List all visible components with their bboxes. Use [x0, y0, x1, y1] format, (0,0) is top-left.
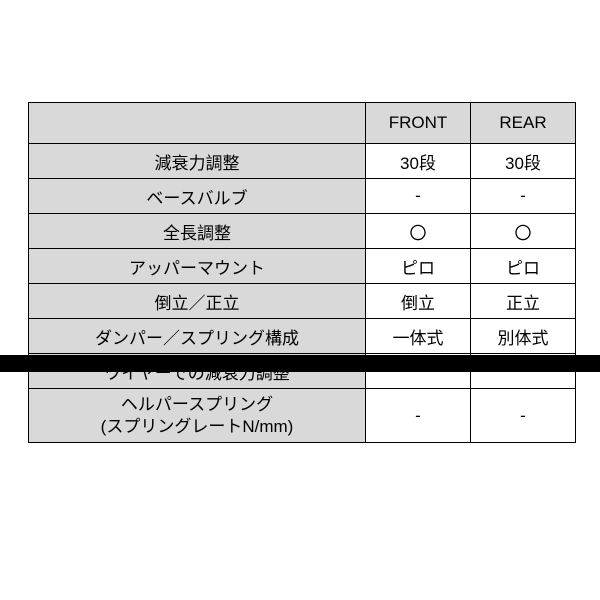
cell-front: - [366, 389, 471, 443]
row-label: ベースバルブ [29, 179, 366, 214]
table-row: 全長調整〇〇 [29, 214, 576, 249]
row-label: 全長調整 [29, 214, 366, 249]
table-row: ヘルパースプリング(スプリングレートN/mm)-- [29, 389, 576, 443]
row-label: ヘルパースプリング(スプリングレートN/mm) [29, 389, 366, 443]
cell-front: 〇 [366, 214, 471, 249]
header-front: FRONT [366, 103, 471, 144]
spec-table: FRONTREAR減衰力調整30段30段ベースバルブ--全長調整〇〇アッパーマウ… [28, 102, 576, 443]
table-row: アッパーマウントピロピロ [29, 249, 576, 284]
table-row: ダンパー／スプリング構成一体式別体式 [29, 319, 576, 354]
cell-rear: ピロ [471, 249, 576, 284]
table-header-row: FRONTREAR [29, 103, 576, 144]
table-row: 倒立／正立倒立正立 [29, 284, 576, 319]
cell-front: 一体式 [366, 319, 471, 354]
cell-front: 30段 [366, 144, 471, 179]
row-label: 倒立／正立 [29, 284, 366, 319]
cell-rear: 〇 [471, 214, 576, 249]
table-row: 減衰力調整30段30段 [29, 144, 576, 179]
row-label: アッパーマウント [29, 249, 366, 284]
cell-front: 倒立 [366, 284, 471, 319]
table-row: ベースバルブ-- [29, 179, 576, 214]
cell-rear: 正立 [471, 284, 576, 319]
cell-rear: - [471, 179, 576, 214]
row-label: 減衰力調整 [29, 144, 366, 179]
row-label: ダンパー／スプリング構成 [29, 319, 366, 354]
redaction-bar [0, 355, 600, 372]
cell-front: ピロ [366, 249, 471, 284]
cell-rear: 30段 [471, 144, 576, 179]
cell-front: - [366, 179, 471, 214]
cell-rear: 別体式 [471, 319, 576, 354]
page: FRONTREAR減衰力調整30段30段ベースバルブ--全長調整〇〇アッパーマウ… [0, 0, 600, 600]
header-rear: REAR [471, 103, 576, 144]
header-blank [29, 103, 366, 144]
cell-rear: - [471, 389, 576, 443]
